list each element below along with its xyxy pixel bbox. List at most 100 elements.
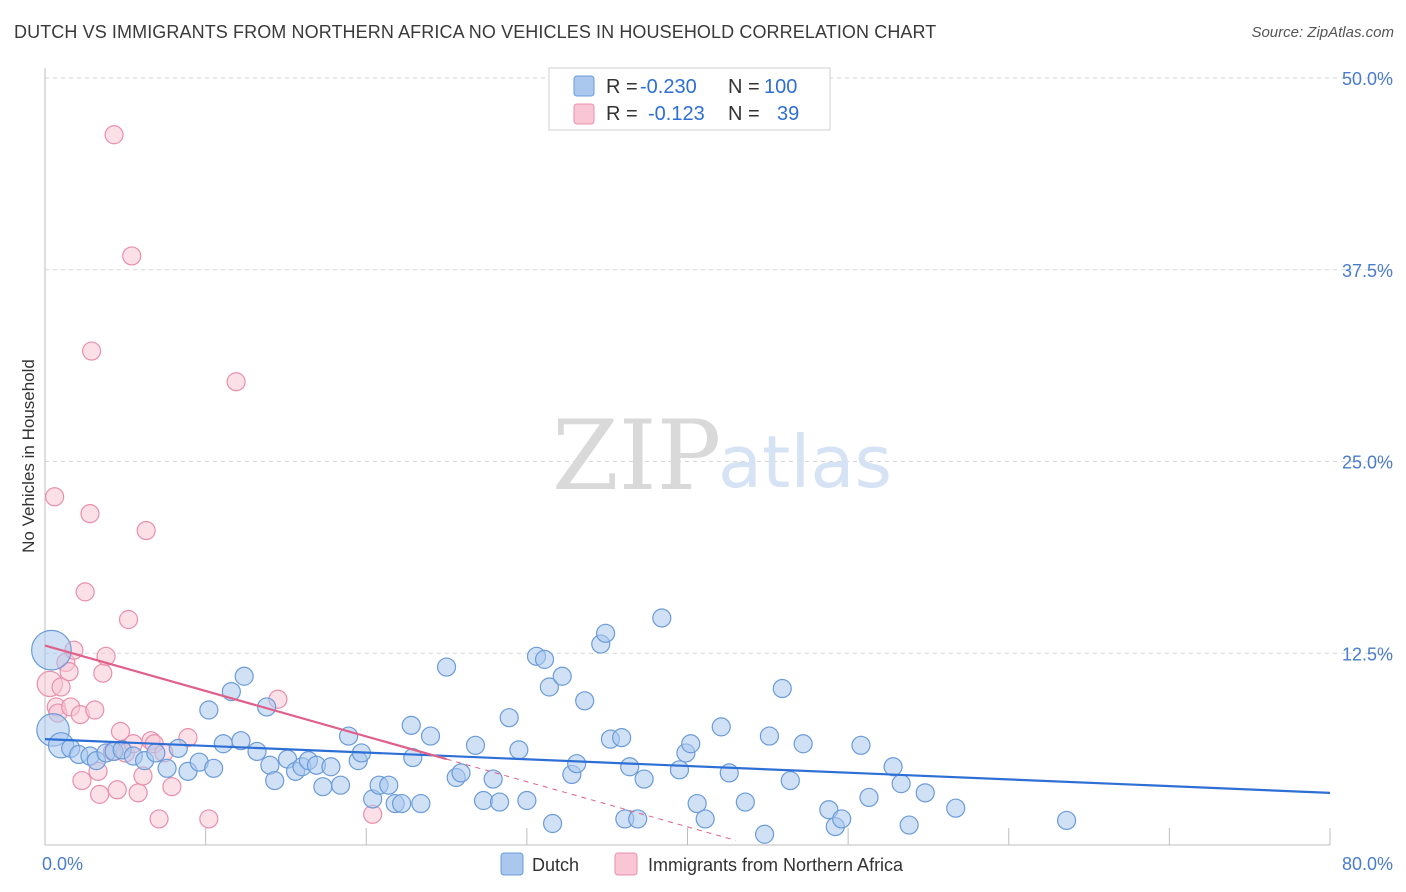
trend-lines [44,644,1331,841]
dutch-point-82 [754,824,775,844]
dutch-point-33 [321,757,341,777]
dutch-point-0 [31,629,72,671]
dutch-point-78 [695,809,715,829]
nafrica-point-17 [93,663,113,683]
watermark-zip: ZIP [552,400,721,512]
dutch-point-70 [620,757,640,777]
nafrica-point-6 [59,662,79,682]
dutch-point-52 [483,769,503,789]
bottom-legend: Dutch Immigrants from Northern Africa [500,852,904,876]
x-tick-label-min: 0.0% [42,854,83,874]
legend-n-value-nafrica: 39 [777,103,799,125]
nafrica-point-16 [90,784,110,804]
dutch-point-12 [146,743,166,763]
legend-swatch-dutch [573,75,595,97]
dutch-point-94 [899,815,919,835]
legend: R = -0.230 N = 100 R = -0.123 N = 39 [548,67,831,131]
dutch-point-51 [473,790,494,811]
dutch-point-71 [628,809,648,829]
bottom-legend-dutch: Dutch [532,855,579,875]
nafrica-point-21 [107,780,127,800]
dutch-point-42 [391,793,412,814]
y-tick-label-3: 50.0% [1342,69,1393,89]
dutch-point-86 [793,734,813,754]
dutch-point-59 [539,677,559,697]
dutch-point-40 [379,775,399,795]
legend-r-value-dutch: -0.230 [640,76,697,98]
bottom-legend-swatch-dutch [500,852,524,876]
dutch-point-14 [168,738,188,758]
dutch-point-64 [575,691,595,711]
dutch-point-74 [669,760,690,780]
dutch-point-68 [612,728,632,748]
nafrica-point-34 [162,777,182,797]
nafrica-point-29 [136,520,156,541]
trend-line-nafrica [44,644,447,761]
dutch-point-76 [681,734,701,754]
dutch-point-18 [204,758,224,778]
dutch-point-23 [247,741,267,762]
y-axis-title: No Vehicles in Household [19,359,38,553]
nafrica-point-1 [45,487,65,507]
dutch-point-90 [851,735,871,755]
y-tick-label-2: 37.5% [1342,261,1393,281]
x-tick-label-max: 80.0% [1342,854,1393,874]
bottom-legend-nafrica: Immigrants from Northern Africa [648,855,904,875]
dutch-point-45 [411,793,431,814]
y-tick-labels: 12.5% 25.0% 37.5% 50.0% [1342,69,1393,664]
dutch-point-84 [772,678,792,699]
dutch-point-89 [832,809,852,829]
nafrica-point-27 [128,783,148,803]
nafrica-point-25 [122,246,142,266]
dutch-point-83 [759,726,780,746]
bottom-legend-swatch-nafrica [614,852,638,876]
dutch-point-66 [595,623,616,643]
dutch-point-81 [735,792,755,812]
dutch-point-43 [401,715,421,735]
nafrica-point-11 [75,582,95,602]
legend-n-label-nafrica: N = [728,103,760,125]
series-immigrants-northern-africa [36,125,383,829]
dutch-point-72 [634,769,654,789]
nafrica-point-13 [81,341,102,361]
dutch-point-55 [509,740,529,760]
legend-r-value-nafrica: -0.123 [648,103,705,125]
dutch-point-91 [859,787,879,808]
nafrica-point-4 [51,677,71,697]
chart-title: DUTCH VS IMMIGRANTS FROM NORTHERN AFRICA… [14,22,937,42]
dutch-point-21 [231,731,251,751]
legend-n-value-dutch: 100 [764,76,797,98]
dutch-point-60 [542,813,563,834]
nafrica-point-36 [199,809,219,829]
watermark: ZIP atlas [552,400,892,512]
dutch-point-54 [499,708,519,728]
dutch-point-22 [234,666,254,686]
legend-r-label-nafrica: R = [606,103,638,125]
dutch-point-50 [465,735,486,755]
nafrica-point-24 [118,609,139,630]
dutch-point-92 [883,757,903,777]
nafrica-point-32 [149,809,169,829]
dutch-point-26 [265,770,285,791]
dutch-point-19 [213,734,233,754]
nafrica-point-10 [72,770,92,791]
nafrica-point-14 [85,700,105,720]
source-label: Source: ZipAtlas.com [1251,24,1394,41]
dutch-point-77 [687,793,707,814]
dutch-point-63 [567,754,587,774]
y-tick-label-1: 25.0% [1342,453,1393,473]
dutch-point-32 [313,777,333,797]
dutch-point-95 [915,783,935,803]
grid-lines [45,77,1392,654]
nafrica-point-12 [80,504,100,524]
dutch-point-24 [257,697,277,717]
dutch-point-79 [711,717,731,737]
y-tick-label-0: 12.5% [1342,644,1393,664]
dutch-point-46 [420,726,441,746]
dutch-point-49 [451,763,471,783]
dutch-point-73 [652,608,672,628]
series-dutch [31,608,1077,844]
legend-swatch-nafrica [573,103,595,125]
dutch-point-96 [946,798,966,818]
